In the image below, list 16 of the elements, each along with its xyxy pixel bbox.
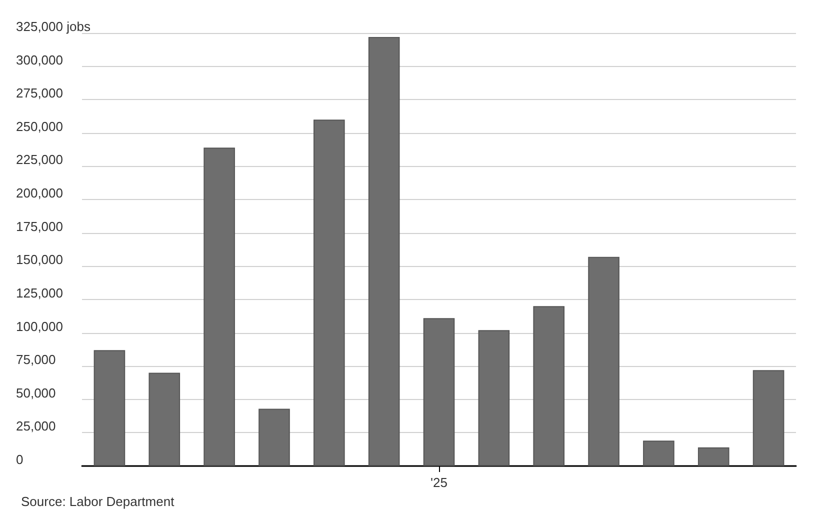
y-tick-label: 150,000 (16, 252, 63, 268)
y-tick-label: 300,000 (16, 52, 63, 68)
y-tick-label: 50,000 (16, 385, 56, 400)
y-tick-label: 100,000 (16, 318, 63, 334)
y-tick-label: 75,000 (16, 352, 56, 368)
x-tick-label: '25 (430, 475, 448, 490)
source-note: Source: Labor Department (21, 494, 175, 509)
y-tick-label: 325,000 jobs (16, 19, 91, 34)
y-tick-label: 275,000 (16, 86, 63, 101)
y-tick-label: 250,000 (16, 118, 63, 134)
y-tick-label: 0 (16, 452, 24, 467)
y-tick-label: 25,000 (16, 418, 56, 434)
y-tick-label: 125,000 (16, 285, 63, 300)
y-tick-label: 225,000 (16, 152, 63, 168)
y-tick-label: 175,000 (16, 218, 63, 234)
y-tick-label: 200,000 (16, 186, 63, 201)
